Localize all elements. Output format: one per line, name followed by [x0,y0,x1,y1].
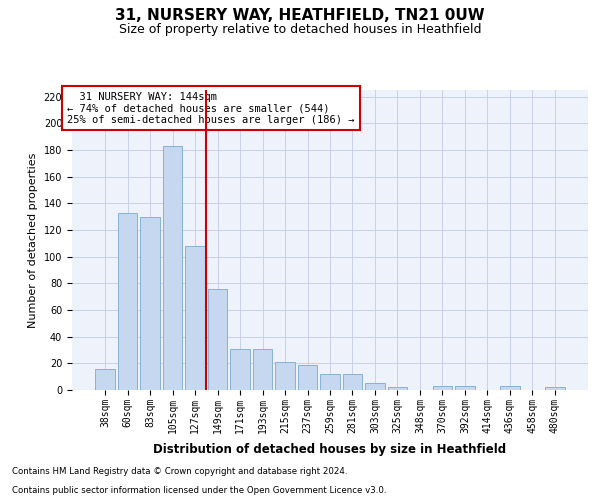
Text: Size of property relative to detached houses in Heathfield: Size of property relative to detached ho… [119,22,481,36]
Text: Contains HM Land Registry data © Crown copyright and database right 2024.: Contains HM Land Registry data © Crown c… [12,467,347,476]
Bar [140,216,160,390]
Bar [275,362,295,390]
Bar [118,212,137,390]
Y-axis label: Number of detached properties: Number of detached properties [28,152,38,328]
Bar [163,146,182,390]
Bar [343,374,362,390]
Text: Distribution of detached houses by size in Heathfield: Distribution of detached houses by size … [154,442,506,456]
Text: 31 NURSERY WAY: 144sqm
← 74% of detached houses are smaller (544)
25% of semi-de: 31 NURSERY WAY: 144sqm ← 74% of detached… [67,92,355,124]
Bar [320,374,340,390]
Bar [298,364,317,390]
Bar [455,386,475,390]
Bar [388,388,407,390]
Bar [545,388,565,390]
Bar [185,246,205,390]
Bar [208,288,227,390]
Bar [230,348,250,390]
Bar [433,386,452,390]
Bar [500,386,520,390]
Bar [253,348,272,390]
Bar [365,384,385,390]
Text: Contains public sector information licensed under the Open Government Licence v3: Contains public sector information licen… [12,486,386,495]
Text: 31, NURSERY WAY, HEATHFIELD, TN21 0UW: 31, NURSERY WAY, HEATHFIELD, TN21 0UW [115,8,485,22]
Bar [95,368,115,390]
